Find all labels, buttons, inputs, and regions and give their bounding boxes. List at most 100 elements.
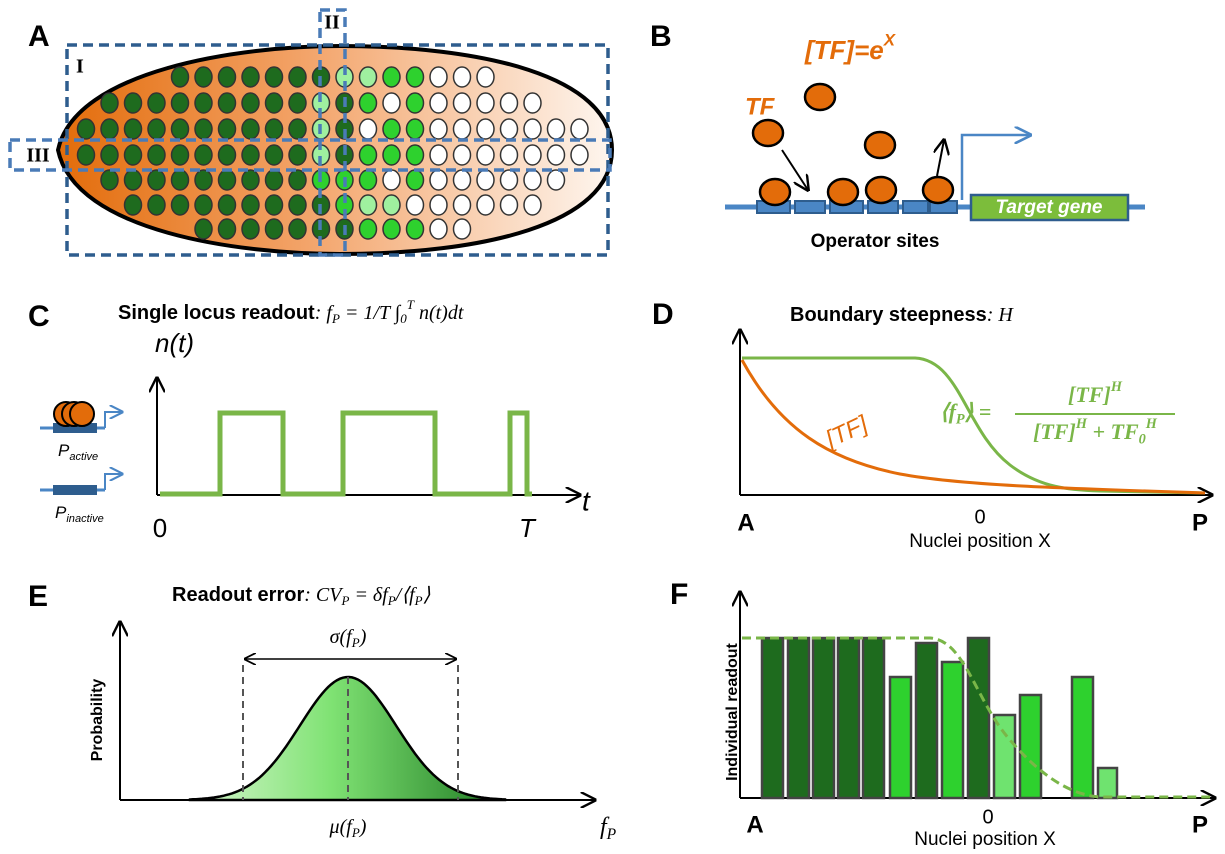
nucleus [172, 195, 189, 215]
nucleus [242, 119, 259, 139]
panel-title: Single locus readout: fP = 1/T ∫0T n(t)d… [118, 297, 464, 326]
nucleus [360, 219, 377, 239]
formula-part: CV [316, 584, 344, 606]
sites-label: Operator sites [811, 231, 940, 252]
nucleus [524, 93, 541, 113]
nucleus [430, 67, 447, 87]
x-start: A [737, 509, 754, 536]
nucleus [430, 170, 447, 190]
region-label: III [26, 145, 50, 167]
tf-label: TF [745, 93, 776, 120]
nucleus [430, 219, 447, 239]
panel-b: B [TF]=eX TF Target gene Operator sites [650, 20, 1145, 252]
formula-part: n(t)dt [414, 302, 464, 324]
formula-part: P [606, 826, 617, 843]
nucleus [501, 119, 518, 139]
nucleus [383, 67, 400, 87]
nucleus [219, 145, 236, 165]
formula: ⟨fP⟩ = [940, 399, 991, 428]
nucleus [383, 145, 400, 165]
nucleus [360, 93, 377, 113]
formula-part: H [1110, 379, 1123, 395]
nucleus [148, 170, 165, 190]
nucleus [266, 145, 283, 165]
active-label: Pactive [58, 441, 98, 463]
nucleus [195, 93, 212, 113]
nucleus [383, 93, 400, 113]
nucleus [195, 195, 212, 215]
nucleus [454, 93, 471, 113]
operator-sites [757, 201, 957, 213]
formula-part: ) [359, 816, 367, 838]
x-start: 0 [153, 513, 167, 543]
nucleus [101, 93, 118, 113]
formula-part: + TF [1087, 419, 1139, 444]
nucleus [360, 145, 377, 165]
nucleus [172, 93, 189, 113]
nucleus [125, 145, 142, 165]
nucleus [125, 170, 142, 190]
nucleus [407, 170, 424, 190]
nucleus [548, 170, 565, 190]
nucleus [454, 170, 471, 190]
inactive-icon [40, 474, 122, 495]
panel-a: A I II III [10, 10, 612, 255]
nucleus [125, 93, 142, 113]
nucleus [548, 145, 565, 165]
title-text: Single locus readout [118, 302, 315, 324]
formula-part: P [956, 412, 965, 428]
x-end: P [1192, 811, 1208, 838]
formula-part: [TF]=e [804, 35, 884, 65]
nucleus [477, 170, 494, 190]
nucleus [219, 195, 236, 215]
y-label: Individual readout [724, 642, 741, 780]
x-label: Nuclei position X [914, 829, 1056, 850]
tf-curve-label: [TF] [821, 410, 873, 453]
nucleus [430, 93, 447, 113]
nucleus [266, 219, 283, 239]
concentration-label: [TF]=eX [804, 31, 897, 65]
nucleus [407, 145, 424, 165]
nucleus [289, 119, 306, 139]
nucleus [101, 145, 118, 165]
panel-f: F Individual readout A 0 P Nuclei positi… [670, 578, 1215, 850]
nucleus [78, 145, 95, 165]
formula-part: ) [359, 626, 367, 648]
formula-part: P [55, 503, 67, 522]
x-mid: 0 [982, 806, 993, 828]
formula-part: active [69, 451, 98, 463]
nucleus [477, 195, 494, 215]
formula-part: [TF] [1068, 382, 1111, 407]
nucleus [148, 119, 165, 139]
formula-part: [TF] [1033, 419, 1076, 444]
nucleus [383, 119, 400, 139]
formula: [TF]H [1068, 379, 1123, 407]
tf-molecules [753, 84, 953, 205]
nucleus [477, 145, 494, 165]
formula-part: P [351, 825, 360, 840]
formula-part: : [987, 304, 999, 326]
formula-part: P [387, 593, 396, 608]
nucleus [477, 119, 494, 139]
x-start: A [746, 811, 763, 838]
nucleus [383, 170, 400, 190]
nucleus [219, 170, 236, 190]
nucleus [289, 195, 306, 215]
panel-letter: B [650, 20, 672, 53]
inactive-label: Pinactive [55, 503, 104, 525]
formula: : fP = 1/T ∫0T n(t)dt [315, 297, 464, 326]
nucleus [266, 67, 283, 87]
formula-part: H [997, 304, 1014, 326]
formula-part: P [340, 593, 349, 608]
panel-title: Boundary steepness: H [790, 304, 1014, 327]
nucleus [289, 219, 306, 239]
y-label: Probability [89, 679, 106, 762]
nucleus [195, 145, 212, 165]
formula-part: inactive [66, 513, 103, 525]
nucleus [383, 219, 400, 239]
nucleus [125, 195, 142, 215]
nucleus [360, 170, 377, 190]
formula-part: 0 [1139, 432, 1146, 448]
nucleus [219, 67, 236, 87]
formula-part: ⟩ = [965, 399, 992, 424]
